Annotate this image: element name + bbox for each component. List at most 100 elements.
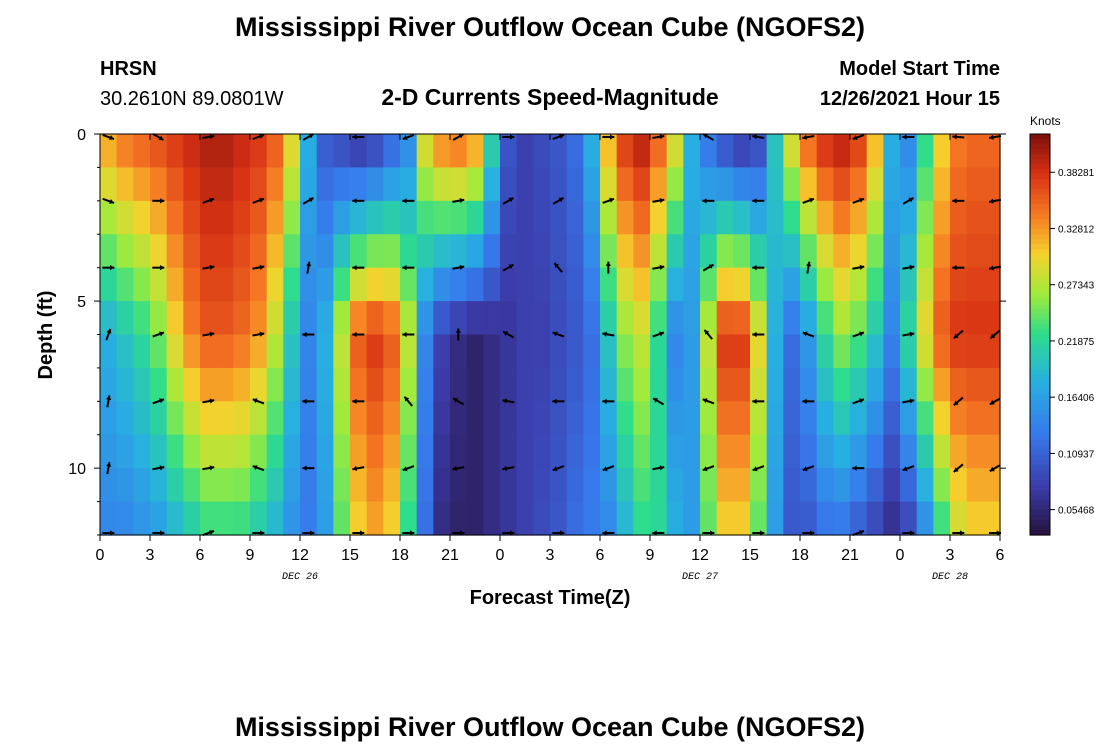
current-arrow	[552, 196, 565, 205]
heatmap-cell	[650, 367, 668, 402]
heatmap-cell	[816, 367, 834, 402]
heatmap-cell	[950, 334, 968, 369]
heatmap-cell	[183, 200, 201, 235]
x-tick-label: 15	[741, 547, 759, 564]
heatmap-cell	[666, 134, 684, 169]
heatmap-cell	[750, 167, 768, 202]
heatmap-cell	[566, 367, 584, 402]
heatmap-cell	[933, 167, 951, 202]
heatmap-cell	[133, 267, 151, 302]
heatmap-cell	[516, 200, 534, 235]
heatmap-cell	[533, 434, 551, 469]
current-arrow	[605, 261, 611, 274]
x-tick-label: 0	[896, 547, 905, 564]
heatmap-cell	[833, 234, 851, 269]
heatmap-cell	[883, 200, 901, 235]
heatmap-cell	[800, 301, 818, 336]
heatmap-cell	[350, 434, 368, 469]
heatmap-cell	[383, 134, 401, 169]
heatmap-cell	[916, 401, 934, 436]
heatmap-cell	[400, 334, 418, 369]
colorbar-tick-label: 0.05468	[1058, 506, 1095, 517]
current-arrow	[302, 331, 315, 338]
heatmap-cell	[616, 334, 634, 369]
heatmap-cell	[850, 167, 868, 202]
heatmap-cell	[983, 468, 1001, 503]
current-arrow	[102, 197, 115, 204]
colorbar: 0.38281 0.32812 0.27343 0.21875 0.16406 0.109…	[1029, 133, 1095, 536]
heatmap-cell	[316, 267, 334, 302]
heatmap-cell	[783, 200, 801, 235]
heatmap-cell	[950, 468, 968, 503]
heatmap-cell	[633, 200, 651, 235]
heatmap-cell	[900, 200, 918, 235]
heatmap-cell	[283, 267, 301, 302]
heatmap-cell	[466, 434, 484, 469]
heatmap-cell	[916, 134, 934, 169]
heatmap-cell	[650, 334, 668, 369]
heatmap-cell	[783, 334, 801, 369]
current-arrow	[352, 331, 365, 338]
colorbar-segment	[1030, 454, 1050, 461]
colorbar-segment	[1030, 139, 1050, 145]
current-arrow	[152, 198, 165, 204]
heatmap-cell	[400, 134, 418, 169]
x-axis-label: Forecast Time(Z)	[470, 587, 631, 609]
heatmap-cell	[883, 234, 901, 269]
heatmap-cell	[616, 501, 634, 536]
heatmap-cell	[183, 401, 201, 436]
heatmap-cell	[516, 367, 534, 402]
heatmap-cell	[950, 134, 968, 169]
heatmap-cell	[550, 401, 568, 436]
colorbar-segment	[1030, 244, 1050, 250]
y-axis: 0 5 10	[68, 127, 1006, 536]
heatmap-cell	[833, 200, 851, 235]
current-arrow	[852, 264, 865, 270]
heatmap-cell	[500, 401, 518, 436]
heatmap-cell	[100, 401, 118, 436]
heatmap-cell	[400, 367, 418, 402]
heatmap-cell	[300, 334, 318, 369]
heatmap-cell	[133, 367, 151, 402]
heatmap-cell	[316, 167, 334, 202]
heatmap-cell	[983, 501, 1001, 536]
heatmap-cell	[533, 134, 551, 169]
heatmap-cell	[466, 267, 484, 302]
current-arrow	[202, 398, 215, 404]
heatmap-cell	[850, 234, 868, 269]
heatmap-cell	[400, 501, 418, 536]
colorbar-segment	[1030, 329, 1050, 336]
heatmap-cell	[166, 267, 184, 302]
heatmap-cell	[366, 367, 384, 402]
heatmap-cell	[966, 267, 984, 302]
heatmap-cell	[200, 434, 218, 469]
heatmap-cell	[450, 267, 468, 302]
heatmap-cell	[766, 501, 784, 536]
heatmap-cell	[716, 401, 734, 436]
heatmap-cell	[750, 334, 768, 369]
heatmap-cell	[100, 367, 118, 402]
heatmap-cell	[916, 468, 934, 503]
heatmap-cell	[300, 134, 318, 169]
heatmap-cell	[583, 434, 601, 469]
current-arrow	[602, 331, 615, 337]
heatmap-cell	[750, 234, 768, 269]
heatmap-cell	[883, 334, 901, 369]
heatmap-cell	[133, 134, 151, 169]
current-arrow	[402, 331, 415, 338]
heatmap-cell	[666, 301, 684, 336]
heatmap-cell	[483, 334, 501, 369]
colorbar-segment	[1030, 144, 1050, 150]
heatmap-cell	[966, 200, 984, 235]
heatmap-cell	[833, 367, 851, 402]
current-arrow	[302, 398, 315, 404]
colorbar-segment	[1030, 304, 1050, 311]
heatmap-cell	[416, 267, 434, 302]
heatmap-cell	[700, 401, 718, 436]
heatmap-cell	[550, 434, 568, 469]
date-label: DEC 28	[932, 572, 968, 583]
heatmap-cell	[450, 301, 468, 336]
heatmap-cell	[650, 200, 668, 235]
heatmap-cell	[100, 334, 118, 369]
x-tick-label: 9	[246, 547, 255, 564]
